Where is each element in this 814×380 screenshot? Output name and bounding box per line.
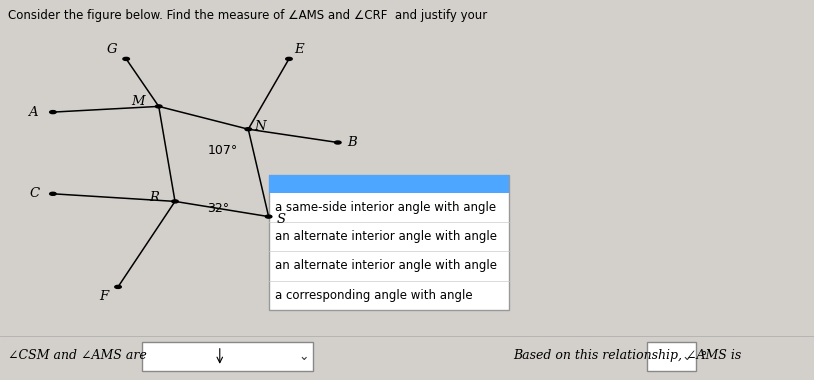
Text: Consider the figure below. Find the measure of ∠AMS and ∠CRF  and justify your: Consider the figure below. Find the meas… — [8, 10, 488, 22]
Text: 32°: 32° — [208, 203, 230, 215]
Bar — [647, 342, 696, 370]
Text: 107°: 107° — [208, 144, 238, 157]
Text: S: S — [276, 213, 286, 226]
Text: a corresponding angle with angle: a corresponding angle with angle — [275, 289, 473, 302]
Text: ⌄: ⌄ — [681, 350, 691, 363]
Text: A: A — [28, 106, 37, 119]
Text: E: E — [294, 43, 304, 56]
Circle shape — [123, 57, 129, 60]
Text: a same-side interior angle with angle: a same-side interior angle with angle — [275, 201, 497, 214]
Circle shape — [265, 215, 272, 218]
Circle shape — [115, 285, 121, 288]
Bar — [142, 342, 313, 370]
Text: N: N — [255, 120, 266, 133]
Circle shape — [50, 111, 56, 114]
Text: B: B — [348, 136, 357, 149]
Bar — [269, 175, 509, 193]
Circle shape — [50, 192, 56, 195]
Text: an alternate interior angle with angle: an alternate interior angle with angle — [275, 230, 497, 243]
Text: R: R — [150, 191, 160, 204]
Text: ⌄: ⌄ — [299, 350, 309, 363]
Text: C: C — [30, 187, 40, 200]
Circle shape — [172, 200, 178, 203]
Text: °: ° — [701, 350, 707, 363]
Text: F: F — [98, 290, 108, 303]
Text: G: G — [106, 43, 117, 56]
Circle shape — [245, 128, 252, 131]
Circle shape — [155, 105, 162, 108]
Text: ∠CSM and ∠AMS are: ∠CSM and ∠AMS are — [8, 349, 147, 362]
Text: Based on this relationship, ∠AMS is: Based on this relationship, ∠AMS is — [513, 349, 741, 362]
Circle shape — [335, 141, 341, 144]
Text: an alternate interior angle with angle: an alternate interior angle with angle — [275, 260, 497, 272]
Circle shape — [286, 57, 292, 60]
Text: M: M — [132, 95, 145, 108]
Bar — [269, 175, 509, 310]
